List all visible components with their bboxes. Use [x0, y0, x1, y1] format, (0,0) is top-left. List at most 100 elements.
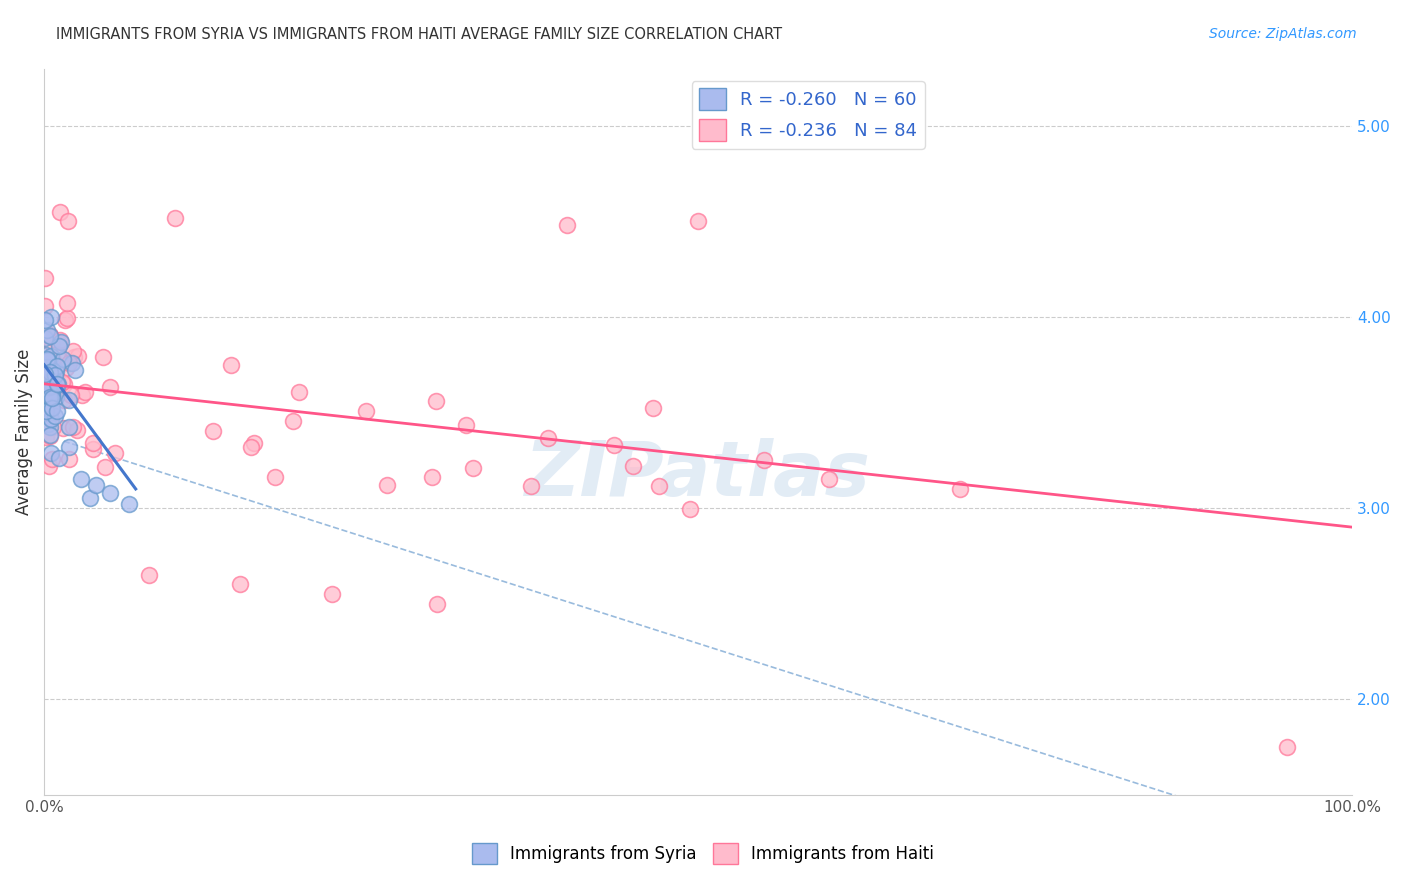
Point: [73, 385, 96, 400]
Point: [66, 423, 89, 437]
Point: [41, 352, 63, 367]
Point: [283, 414, 305, 428]
Legend: R = -0.260   N = 60, R = -0.236   N = 84: R = -0.260 N = 60, R = -0.236 N = 84: [692, 81, 925, 149]
Point: [56, 310, 79, 325]
Point: [38, 401, 60, 415]
Point: [82, 442, 104, 457]
Point: [60, 356, 83, 370]
Point: [39, 329, 62, 343]
Point: [461, 460, 484, 475]
Point: [62, 343, 84, 358]
Point: [44, 368, 66, 383]
Point: [118, 497, 141, 511]
Point: [49, 204, 72, 219]
Point: [34, 299, 56, 313]
Point: [34, 365, 56, 379]
Point: [37, 352, 59, 367]
Point: [34, 331, 56, 345]
Point: [38, 391, 60, 405]
Point: [39, 310, 62, 324]
Point: [52, 351, 75, 366]
Y-axis label: Average Family Size: Average Family Size: [15, 349, 32, 515]
Point: [38, 390, 60, 404]
Point: [38, 329, 60, 343]
Point: [41, 384, 63, 398]
Point: [752, 453, 775, 467]
Point: [288, 385, 311, 400]
Point: [41, 336, 63, 351]
Point: [98, 485, 121, 500]
Point: [65, 363, 87, 377]
Point: [38, 379, 60, 393]
Point: [79, 491, 101, 506]
Point: [94, 460, 117, 475]
Point: [375, 478, 398, 492]
Point: [41, 452, 63, 467]
Point: [45, 347, 67, 361]
Point: [688, 214, 710, 228]
Point: [46, 404, 69, 418]
Point: [35, 323, 58, 337]
Point: [163, 211, 186, 225]
Point: [86, 478, 108, 492]
Point: [98, 380, 121, 394]
Point: [34, 382, 56, 396]
Point: [48, 333, 70, 347]
Point: [82, 436, 104, 450]
Point: [34, 430, 56, 444]
Point: [44, 409, 66, 423]
Point: [58, 392, 80, 407]
Point: [58, 356, 80, 370]
Point: [641, 401, 664, 416]
Point: [42, 380, 65, 394]
Point: [46, 359, 69, 373]
Point: [53, 312, 76, 326]
Point: [219, 358, 242, 372]
Point: [201, 425, 224, 439]
Point: [41, 364, 63, 378]
Point: [425, 394, 447, 409]
Point: [45, 364, 67, 378]
Point: [34, 387, 56, 401]
Point: [41, 389, 63, 403]
Point: [49, 334, 72, 349]
Point: [321, 587, 343, 601]
Point: [138, 568, 160, 582]
Point: [53, 393, 76, 408]
Point: [52, 376, 75, 391]
Point: [456, 417, 478, 432]
Point: [34, 348, 56, 362]
Point: [420, 470, 443, 484]
Point: [48, 451, 70, 466]
Point: [55, 361, 77, 376]
Point: [48, 338, 70, 352]
Point: [35, 403, 58, 417]
Point: [243, 436, 266, 450]
Point: [51, 420, 73, 434]
Point: [1275, 739, 1298, 754]
Point: [35, 384, 58, 399]
Point: [41, 446, 63, 460]
Point: [34, 370, 56, 384]
Point: [38, 406, 60, 420]
Point: [39, 349, 62, 363]
Point: [41, 391, 63, 405]
Point: [58, 420, 80, 434]
Point: [34, 313, 56, 327]
Point: [648, 479, 671, 493]
Text: ZIPatlas: ZIPatlas: [526, 438, 872, 512]
Point: [621, 459, 644, 474]
Point: [39, 364, 62, 378]
Point: [46, 376, 69, 391]
Point: [37, 388, 59, 402]
Point: [72, 388, 94, 402]
Point: [58, 440, 80, 454]
Point: [38, 459, 60, 474]
Point: [520, 479, 543, 493]
Point: [41, 401, 63, 415]
Point: [34, 400, 56, 414]
Point: [42, 370, 65, 384]
Point: [38, 429, 60, 443]
Point: [45, 377, 67, 392]
Point: [67, 349, 90, 363]
